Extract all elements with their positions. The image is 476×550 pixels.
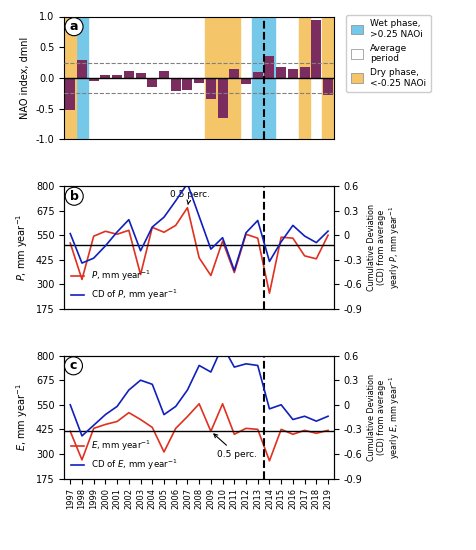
Bar (264, 57, 274, 78)
Bar (77, 59, 87, 78)
Bar (311, 20, 321, 78)
Legend: $E$, mm year$^{-1}$, CD of $E$, mm year$^{-1}$: $E$, mm year$^{-1}$, CD of $E$, mm year$… (69, 436, 180, 474)
Y-axis label: NAO index, dmnl: NAO index, dmnl (20, 37, 30, 119)
Bar (76, 16, 88, 139)
Bar (240, 78, 250, 84)
Y-axis label: $E$, mm year$^{-1}$: $E$, mm year$^{-1}$ (15, 383, 30, 451)
Bar (124, 70, 134, 78)
Text: 0.5 perc.: 0.5 perc. (213, 434, 256, 459)
Y-axis label: Cumulative Deviation
(CD) from average
yearly $P$, mm year$^{-1}$: Cumulative Deviation (CD) from average y… (366, 204, 402, 291)
Bar (299, 67, 309, 78)
Bar (112, 75, 122, 78)
Bar (135, 73, 145, 78)
Bar (100, 75, 110, 78)
Text: b: b (69, 190, 79, 203)
Y-axis label: Cumulative Deviation
(CD) from average
yearly $E$, mm year$^{-1}$: Cumulative Deviation (CD) from average y… (366, 373, 402, 460)
Bar (322, 78, 332, 95)
Text: c: c (69, 359, 77, 372)
Bar (217, 78, 227, 118)
Bar (182, 78, 192, 90)
Bar (251, 16, 275, 139)
Bar (276, 67, 286, 78)
Text: 0.5 perc.: 0.5 perc. (169, 190, 209, 205)
Bar (89, 78, 99, 81)
Bar (229, 69, 239, 78)
Legend: Wet phase,
>0.25 NAOi, Average
period, Dry phase,
<-0.25 NAOi: Wet phase, >0.25 NAOi, Average period, D… (346, 15, 430, 92)
Legend: $P$, mm year$^{-1}$, CD of $P$, mm year$^{-1}$: $P$, mm year$^{-1}$, CD of $P$, mm year$… (69, 266, 179, 305)
Bar (206, 78, 216, 100)
Y-axis label: $P$, mm year$^{-1}$: $P$, mm year$^{-1}$ (15, 214, 30, 281)
Bar (321, 16, 333, 139)
Bar (64, 16, 76, 139)
Bar (298, 16, 310, 139)
Bar (147, 78, 157, 87)
Bar (170, 78, 180, 91)
Bar (252, 72, 262, 78)
Bar (159, 70, 169, 78)
Bar (205, 16, 239, 139)
Bar (288, 69, 297, 78)
Text: a: a (69, 20, 78, 33)
Bar (194, 78, 204, 83)
Bar (65, 78, 75, 110)
